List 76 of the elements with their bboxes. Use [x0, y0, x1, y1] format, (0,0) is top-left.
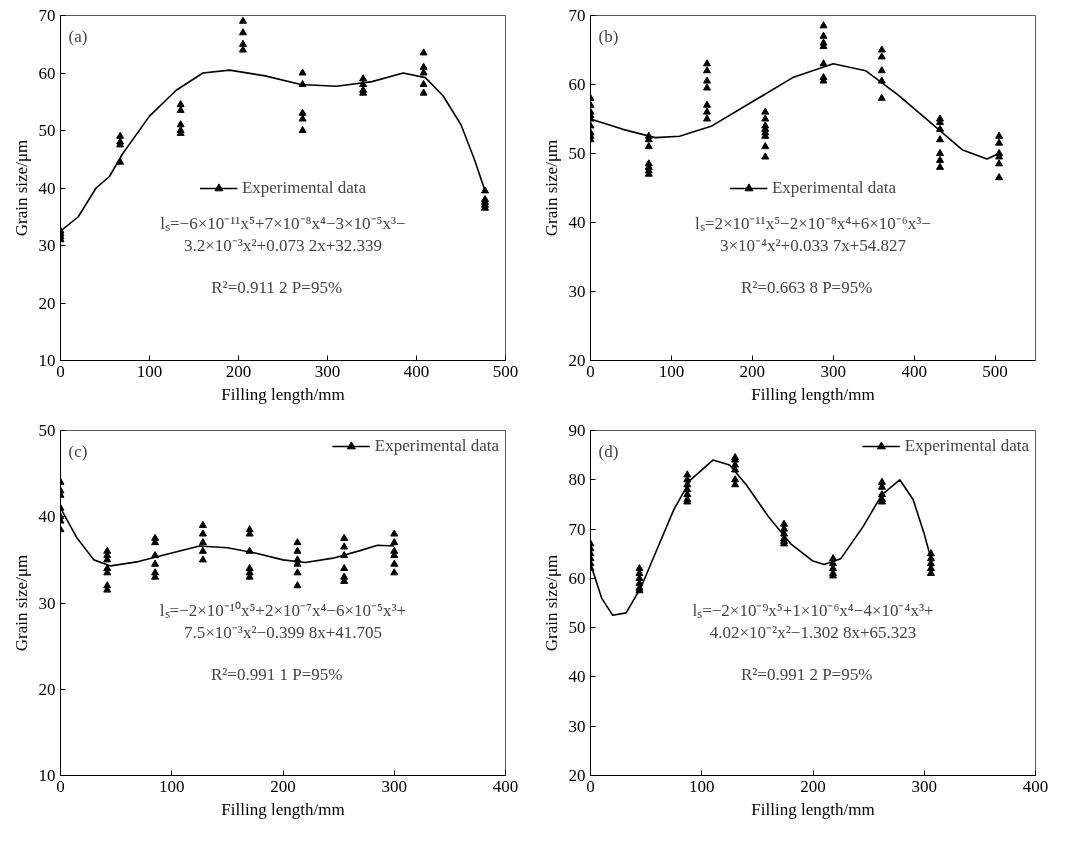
y-tick-label: 60 [38, 63, 56, 83]
x-tick-label: 400 [1022, 776, 1049, 796]
y-tick-label: 30 [568, 282, 586, 301]
y-tick-label: 30 [568, 716, 586, 736]
x-tick-label: 0 [56, 776, 65, 796]
y-tick-label: 60 [568, 568, 586, 588]
annotation: R²=0.911 2 P=95% [211, 277, 343, 297]
x-tick-label: 0 [586, 776, 595, 796]
x-tick-label: 300 [911, 776, 937, 796]
y-tick-label: 50 [568, 618, 586, 638]
x-axis-title: Filling length/mm [751, 384, 875, 404]
y-tick-label: 50 [38, 121, 56, 140]
y-tick-label: 30 [38, 236, 56, 255]
y-tick-label: 20 [38, 293, 56, 313]
y-tick-label: 40 [38, 507, 56, 527]
annotation: (b) [598, 26, 619, 46]
x-tick-label: 300 [314, 361, 341, 381]
annotation: (a) [68, 26, 88, 46]
annotation: 7.5×10⁻³x²−0.399 8x+41.705 [184, 623, 382, 643]
legend-label: Experimental data [771, 177, 897, 198]
y-tick-label: 60 [568, 75, 586, 94]
annotation: R²=0.663 8 P=95% [740, 277, 873, 297]
y-tick-label: 80 [568, 470, 586, 490]
y-axis-title: Grain size/μm [11, 554, 31, 652]
x-tick-label: 200 [800, 776, 826, 796]
y-tick-label: 40 [38, 178, 56, 198]
x-axis-title: Filling length/mm [221, 799, 345, 819]
y-tick-label: 20 [568, 351, 586, 370]
y-tick-label: 40 [568, 213, 586, 232]
annotation: lₛ=−2×10⁻¹⁰x⁵+2×10⁻⁷x⁴−6×10⁻⁵x³+ [159, 601, 407, 621]
annotation: R²=0.991 1 P=95% [210, 665, 343, 685]
x-tick-label: 200 [739, 361, 766, 381]
x-axis-title: Filling length/mm [751, 799, 875, 819]
annotation: (d) [598, 441, 619, 461]
annotation: 3.2×10⁻³x²+0.073 2x+32.339 [184, 235, 382, 255]
x-tick-label: 100 [689, 776, 715, 796]
x-tick-label: 300 [381, 776, 407, 796]
legend-label: Experimental data [374, 436, 499, 456]
x-tick-label: 400 [901, 361, 927, 381]
annotation: R²=0.991 2 P=95% [740, 665, 873, 685]
y-tick-label: 20 [38, 679, 56, 699]
y-tick-label: 30 [38, 593, 56, 613]
x-axis-title: Filling length/mm [221, 384, 345, 404]
y-tick-label: 40 [568, 667, 586, 687]
x-tick-label: 100 [136, 361, 163, 381]
x-tick-label: 100 [658, 361, 685, 381]
x-tick-label: 200 [225, 361, 252, 381]
x-tick-label: 500 [492, 361, 519, 381]
x-tick-label: 100 [159, 776, 185, 796]
y-tick-label: 70 [568, 6, 586, 25]
y-axis-title: Grain size/μm [541, 554, 561, 652]
y-tick-label: 10 [38, 766, 56, 785]
x-tick-label: 400 [492, 776, 519, 796]
x-tick-label: 0 [586, 361, 595, 381]
annotation: lₛ=2×10⁻¹¹x⁵−2×10⁻⁸x⁴+6×10⁻⁶x³− [695, 213, 931, 233]
y-tick-label: 10 [38, 351, 56, 370]
x-tick-label: 500 [982, 361, 1008, 381]
x-tick-label: 200 [270, 776, 296, 796]
y-tick-label: 70 [568, 519, 586, 539]
y-tick-label: 20 [568, 766, 586, 785]
y-axis-title: Grain size/μm [11, 139, 31, 237]
x-tick-label: 400 [403, 361, 430, 381]
y-tick-label: 90 [568, 421, 586, 440]
annotation: lₛ=−6×10⁻¹¹x⁵+7×10⁻⁸x⁴−3×10⁻⁵x³− [160, 213, 406, 233]
x-tick-label: 0 [56, 361, 65, 381]
annotation: (c) [68, 441, 88, 461]
legend-label: Experimental data [241, 177, 367, 198]
annotation: lₛ=−2×10⁻⁹x⁵+1×10⁻⁶x⁴−4×10⁻⁴x³+ [692, 601, 934, 621]
y-tick-label: 50 [568, 144, 586, 163]
x-tick-label: 300 [820, 361, 846, 381]
legend-label: Experimental data [904, 436, 1029, 456]
y-tick-label: 70 [38, 6, 56, 25]
annotation: 4.02×10⁻²x²−1.302 8x+65.323 [709, 623, 917, 643]
annotation: 3×10⁻⁴x²+0.033 7x+54.827 [719, 235, 907, 255]
y-tick-label: 50 [38, 421, 56, 440]
y-axis-title: Grain size/μm [541, 139, 561, 237]
